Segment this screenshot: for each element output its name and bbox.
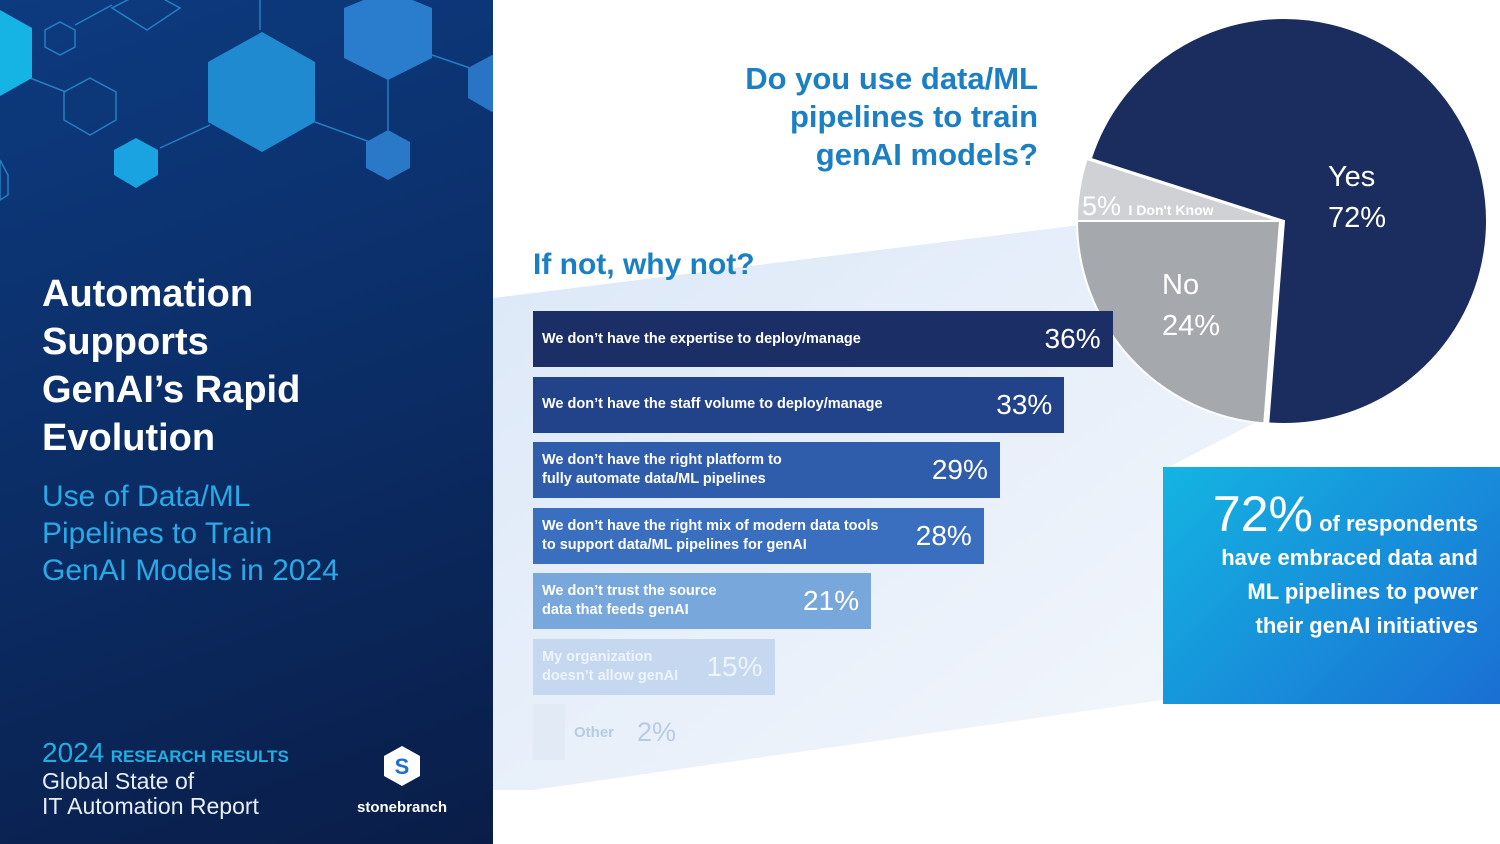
report-tag: RESEARCH RESULTS	[110, 747, 289, 766]
bar: We don’t have the right mix of modern da…	[533, 507, 984, 564]
bar-label-line: We don’t have the right platform to	[542, 452, 782, 468]
stonebranch-logo: S stonebranch	[352, 745, 452, 816]
pie-slice-no	[1075, 220, 1282, 425]
bar-label: We don’t have the expertise to deploy/ma…	[542, 330, 861, 349]
question-line: pipelines to train	[789, 99, 1038, 134]
report-line: Global State of	[42, 768, 195, 794]
callout-box: 72% of respondents have embraced data an…	[1163, 467, 1500, 704]
slice-label: I Don't Know	[1128, 202, 1214, 218]
bar: We don’t have the staff volume to deploy…	[533, 376, 1065, 433]
logo-letter: S	[395, 754, 410, 779]
title-line: Automation	[42, 273, 254, 315]
pie-label-no: No 24%	[1162, 265, 1220, 347]
bar-label: Other	[574, 723, 614, 742]
bar-label-line: doesn’t allow genAI	[542, 667, 679, 684]
bar-label: We don’t trust the source data that feeds…	[542, 582, 717, 620]
bar-value: 21%	[803, 585, 860, 616]
bar-label-line: We don’t have the right mix of modern da…	[542, 517, 879, 534]
left-panel: Automation Supports GenAI’s Rapid Evolut…	[0, 0, 493, 844]
bar-label-line: We don’t have the staff volume to deploy…	[542, 396, 883, 412]
bar-value: 29%	[931, 454, 988, 485]
bar-label: We don’t have the right platform to fully…	[542, 451, 782, 489]
report-year: 2024	[42, 737, 105, 768]
logo-hexagon-icon: S	[384, 746, 420, 786]
slice-value: 72%	[1328, 202, 1387, 234]
pie-slice-dont-know	[1075, 157, 1281, 222]
bar-label-line: fully automate data/ML pipelines	[542, 471, 766, 487]
callout-text: ML pipelines to power	[1247, 579, 1478, 604]
pie-label-yes: Yes 72%	[1328, 157, 1386, 239]
bar-value: 15%	[706, 650, 763, 682]
slice-value: 5%	[1082, 191, 1122, 221]
bar-label-line: My organization	[542, 648, 653, 665]
bar: My organization doesn’t allow genAI 15%	[533, 638, 775, 695]
subtitle-line: Use of Data/ML	[42, 480, 251, 513]
callout-text: of respondents	[1312, 511, 1478, 536]
bar: We don’t trust the source data that feeds…	[533, 573, 872, 629]
pie-label-dont-know: 5% I Don't Know	[1082, 186, 1214, 231]
title-line: Evolution	[42, 417, 216, 459]
slice-label: No	[1162, 269, 1200, 301]
slice-label: Yes	[1328, 161, 1376, 193]
bar: We don’t have the right platform to fully…	[533, 442, 1000, 498]
report-line: IT Automation Report	[42, 793, 259, 819]
pie-question: Do you use data/ML pipelines to train ge…	[745, 60, 1038, 174]
bar-value: 36%	[1044, 323, 1101, 354]
page-title: Automation Supports GenAI’s Rapid Evolut…	[42, 270, 300, 462]
callout-text: their genAI initiatives	[1255, 613, 1479, 638]
title-line: GenAI’s Rapid	[42, 369, 301, 411]
bar-value: 28%	[915, 519, 972, 551]
brand-name: stonebranch	[356, 799, 447, 816]
slice-value: 24%	[1162, 310, 1221, 342]
report-info: 2024 RESEARCH RESULTS Global State of IT…	[42, 737, 289, 819]
bar-label-line: data that feeds genAI	[542, 602, 689, 618]
bar-label: We don’t have the right mix of modern da…	[542, 517, 878, 555]
bar: We don’t have the expertise to deploy/ma…	[533, 311, 1113, 367]
subtitle: Use of Data/ML Pipelines to Train GenAI …	[42, 478, 339, 589]
bar-label-line: We don’t trust the source	[542, 583, 717, 599]
bar-label: My organization doesn’t allow genAI	[542, 648, 678, 686]
question-line: Do you use data/ML	[745, 61, 1038, 96]
bar: Other 2%	[533, 704, 676, 760]
subtitle-line: GenAI Models in 2024	[42, 554, 339, 587]
hexagon-decoration	[0, 0, 493, 201]
pie-slice-yes	[1089, 17, 1488, 425]
bar-value: 2%	[637, 716, 677, 747]
callout-text: have embraced data and	[1221, 545, 1478, 570]
subtitle-line: Pipelines to Train	[42, 517, 273, 550]
bar-label-line: to support data/ML pipelines for genAI	[542, 536, 807, 553]
bars-title: If not, why not?	[533, 248, 755, 281]
bar-label-line: We don’t have the expertise to deploy/ma…	[542, 330, 861, 347]
question-line: genAI models?	[815, 137, 1038, 172]
bar-value: 33%	[996, 388, 1053, 420]
bar-label: We don’t have the staff volume to deploy…	[542, 395, 883, 414]
callout-percent: 72%	[1212, 486, 1313, 542]
title-line: Supports	[42, 321, 209, 363]
bar-label-line: Other	[574, 723, 615, 741]
